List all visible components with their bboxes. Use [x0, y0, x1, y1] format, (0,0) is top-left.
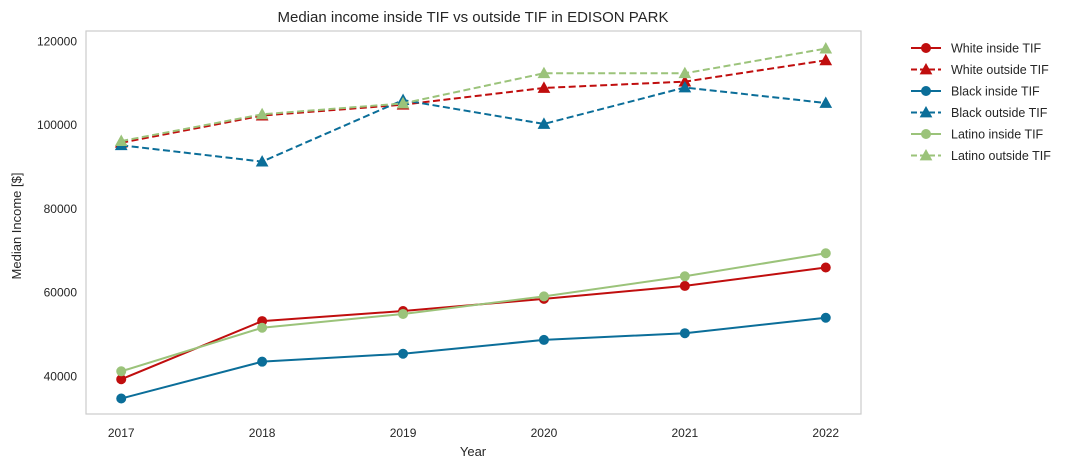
legend-item: White outside TIF — [911, 62, 1049, 77]
x-tick-label: 2020 — [531, 426, 558, 440]
series-point — [537, 81, 551, 93]
legend-label: Black inside TIF — [951, 85, 1040, 99]
x-axis-label: Year — [460, 444, 487, 459]
series-point — [538, 334, 549, 345]
series-point — [116, 366, 127, 377]
series-point — [116, 393, 127, 404]
series-point — [679, 271, 690, 282]
series-point — [257, 322, 268, 333]
series-point — [114, 134, 128, 146]
legend-label: Latino outside TIF — [951, 149, 1051, 163]
legend-item: Latino outside TIF — [911, 148, 1051, 163]
series-line — [121, 59, 826, 144]
series-point — [820, 262, 831, 273]
legend-item: Latino inside TIF — [911, 128, 1044, 142]
y-axis-label: Median Income [$] — [9, 173, 24, 280]
series-point — [820, 248, 831, 259]
series-latino-outside-tif — [114, 42, 833, 146]
series-point — [921, 86, 931, 96]
x-tick-label: 2022 — [812, 426, 839, 440]
x-tick-label: 2018 — [249, 426, 276, 440]
legend-label: White outside TIF — [951, 63, 1049, 77]
series-point — [255, 155, 269, 167]
series-point — [679, 280, 690, 291]
series-point — [678, 66, 692, 79]
plot-frame — [85, 30, 862, 415]
y-tick-label: 40000 — [44, 369, 78, 383]
x-tick-label: 2021 — [672, 426, 699, 440]
y-tick-label: 100000 — [37, 118, 77, 132]
series-line — [121, 86, 826, 163]
series-point — [819, 96, 833, 108]
series-point — [538, 291, 549, 302]
series-layer — [114, 42, 833, 404]
series-point — [396, 96, 410, 109]
legend-label: Black outside TIF — [951, 106, 1048, 120]
series-point — [819, 53, 833, 66]
series-point — [919, 105, 933, 118]
legend: White inside TIF White outside TIF Black i… — [911, 42, 1051, 163]
series-point — [678, 80, 692, 93]
legend-label: White inside TIF — [951, 42, 1041, 56]
y-tick-label: 80000 — [44, 202, 78, 216]
x-axis: 2017 2018 2019 2020 2021 2022 — [108, 426, 840, 440]
series-point — [819, 42, 833, 54]
series-point — [255, 107, 269, 120]
series-point — [537, 117, 551, 129]
series-line — [120, 316, 826, 400]
series-point — [537, 66, 551, 79]
y-tick-label: 120000 — [37, 34, 77, 48]
series-line — [120, 252, 826, 373]
plot-area — [85, 30, 862, 415]
series-line — [121, 47, 826, 143]
legend-item: Black outside TIF — [911, 105, 1048, 120]
y-tick-label: 60000 — [44, 286, 78, 300]
chart-title: Median income inside TIF vs outside TIF … — [278, 9, 669, 26]
series-point — [921, 43, 931, 53]
legend-item: Black inside TIF — [911, 85, 1040, 99]
series-point — [398, 348, 409, 359]
legend-label: Latino inside TIF — [951, 128, 1044, 142]
y-axis: 40000 60000 80000 100000 120000 — [37, 34, 77, 383]
series-point — [919, 62, 933, 75]
x-tick-label: 2017 — [108, 426, 135, 440]
x-tick-label: 2019 — [390, 426, 417, 440]
series-point — [820, 312, 831, 323]
series-point — [921, 129, 931, 139]
series-black-inside-tif — [116, 312, 831, 404]
series-point — [679, 328, 690, 339]
series-point — [398, 308, 409, 319]
series-latino-inside-tif — [116, 248, 831, 377]
series-point — [919, 148, 933, 161]
series-point — [257, 356, 268, 367]
legend-item: White inside TIF — [911, 42, 1041, 56]
